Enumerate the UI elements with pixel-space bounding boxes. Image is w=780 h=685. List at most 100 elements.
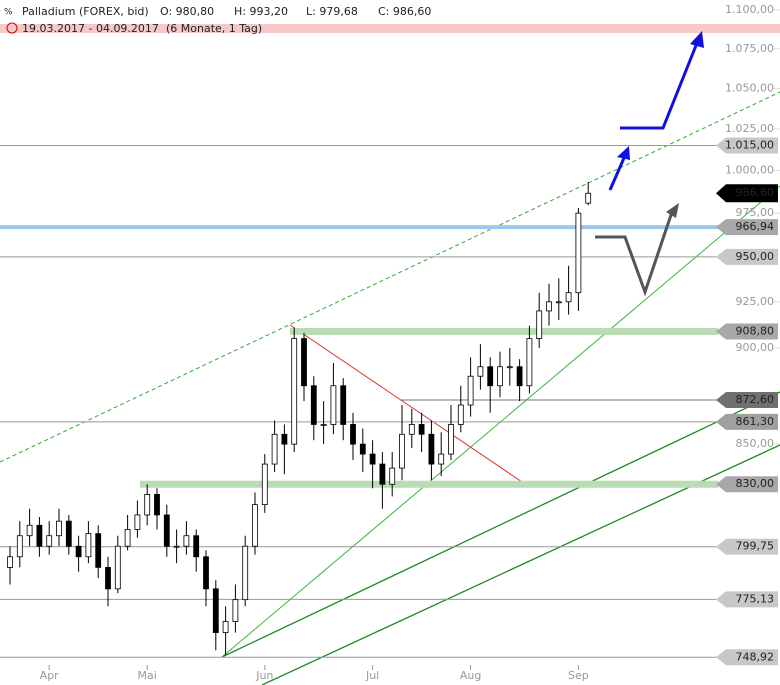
- ohlc: C: 986,60: [378, 5, 431, 18]
- candle-body: [428, 433, 435, 465]
- candle-body: [536, 310, 543, 339]
- candle-body: [320, 424, 327, 426]
- candle-body: [457, 404, 464, 425]
- candle-body: [291, 338, 298, 445]
- x-tick-label: Jun: [255, 669, 273, 682]
- candle-body: [516, 366, 523, 387]
- candle-body: [526, 338, 533, 387]
- candle-body: [310, 385, 317, 425]
- candle-body: [144, 494, 151, 516]
- candle-body: [7, 556, 13, 568]
- candle-body: [173, 545, 180, 548]
- candle-body: [477, 366, 484, 377]
- level-label: 830,00: [736, 477, 775, 490]
- level-marker: [716, 649, 778, 666]
- candle-body: [281, 433, 288, 445]
- level-marker: [716, 476, 778, 493]
- candle-body: [379, 463, 386, 485]
- candle-body: [85, 533, 92, 558]
- candle-body: [75, 545, 82, 558]
- candle-body: [242, 545, 249, 601]
- scenario-arrow: [595, 211, 674, 297]
- trendline: [289, 324, 529, 487]
- period: 19.03.2017 - 04.09.2017: [22, 22, 159, 35]
- y-tick-label: 850,00: [736, 437, 775, 450]
- last-price-marker: [716, 184, 778, 203]
- candle-body: [359, 443, 366, 455]
- period-note: (6 Monate, 1 Tag): [166, 22, 262, 35]
- y-tick-label: 1.075,00: [725, 42, 774, 55]
- level-marker: [716, 323, 778, 340]
- icon: %: [4, 8, 13, 18]
- level-label: 966,94: [736, 220, 775, 233]
- candle-body: [399, 433, 405, 469]
- level-label: 861,30: [736, 415, 775, 428]
- level-marker: [716, 248, 778, 265]
- trendline: [0, 91, 780, 463]
- arrowhead: [617, 146, 630, 160]
- level-label: 908,80: [736, 325, 775, 338]
- candle-body: [575, 212, 582, 294]
- candle-body: [114, 545, 121, 590]
- candle-body: [65, 520, 72, 547]
- candle-body: [124, 529, 131, 547]
- y-tick-label: 1.000,00: [725, 164, 774, 177]
- candle-body: [330, 385, 337, 425]
- candle-body: [340, 385, 347, 425]
- arrowhead: [690, 31, 704, 48]
- candle-body: [448, 424, 454, 455]
- arrowhead: [666, 203, 679, 218]
- level-label: 775,13: [736, 592, 775, 605]
- candle-body: [506, 366, 513, 369]
- level-marker: [716, 391, 778, 408]
- candle-body: [271, 433, 278, 465]
- y-tick-label: 1.100,00: [725, 3, 774, 16]
- candle-body: [546, 301, 552, 312]
- candle-body: [555, 301, 562, 304]
- candle-body: [497, 366, 503, 387]
- x-tick-label: Aug: [460, 669, 481, 682]
- y-tick-label: 925,00: [736, 295, 775, 308]
- y-tick-label: 975,00: [736, 206, 775, 219]
- candle-body: [36, 524, 43, 547]
- ohlc: O: 980,80: [160, 5, 214, 18]
- candle-body: [163, 514, 170, 547]
- candle-body: [193, 535, 200, 558]
- level-label: 1.015,00: [725, 138, 774, 151]
- candle-body: [261, 463, 268, 506]
- range-band: [0, 24, 780, 33]
- candle-body: [369, 453, 376, 465]
- y-tick-label: 1.025,00: [725, 122, 774, 135]
- level-marker: [716, 538, 778, 555]
- candle-body: [565, 292, 572, 303]
- x-tick-label: Apr: [40, 669, 60, 682]
- level-marker: [716, 413, 778, 430]
- candle-body: [585, 192, 592, 204]
- candle-body: [487, 366, 494, 387]
- level-marker: [716, 219, 778, 236]
- candle-body: [350, 424, 356, 445]
- clock-icon: [6, 22, 18, 34]
- candle-body: [232, 599, 239, 622]
- level-label: 748,92: [736, 650, 775, 663]
- level-marker: [716, 591, 778, 608]
- x-tick-label: Mai: [138, 669, 157, 682]
- level-label: 950,00: [736, 250, 775, 263]
- candle-body: [183, 535, 190, 547]
- candle-body: [252, 504, 258, 547]
- y-tick-label: 900,00: [736, 341, 775, 354]
- scenario-arrow: [608, 157, 626, 191]
- candle-body: [95, 533, 102, 568]
- title: Palladium (FOREX, bid): [22, 5, 149, 18]
- candle-body: [467, 375, 474, 406]
- level-marker: [716, 137, 778, 154]
- scenario-arrow: [620, 42, 699, 130]
- y-tick-label: 1.050,00: [725, 81, 774, 94]
- x-tick-label: Sep: [568, 669, 589, 682]
- candle-body: [212, 588, 219, 633]
- candle-body: [56, 520, 62, 537]
- candle-body: [105, 566, 111, 590]
- level-label: 872,60: [736, 393, 775, 406]
- candle-body: [438, 453, 445, 465]
